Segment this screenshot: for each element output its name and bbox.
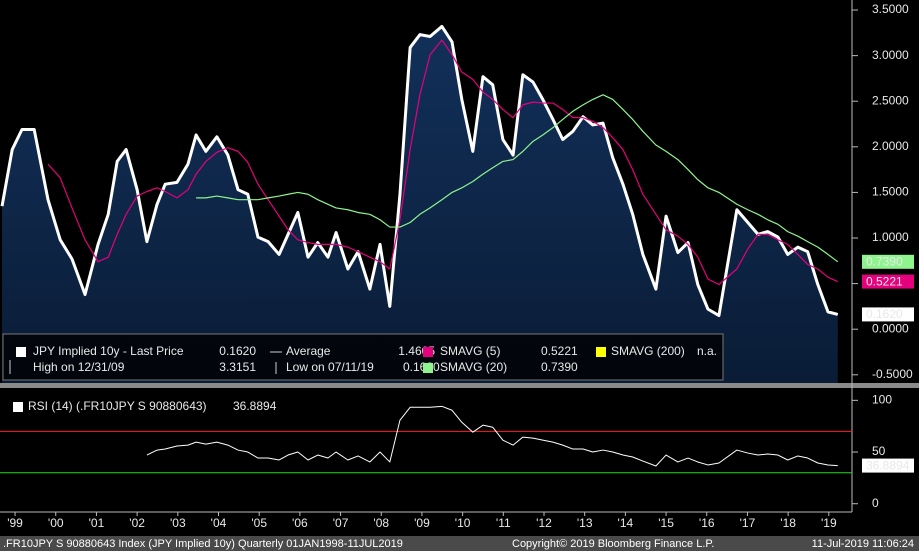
y-tick-label: 1.0000 xyxy=(872,230,909,244)
legend-label: SMAVG (5) xyxy=(440,344,500,358)
y-tick-label: 3.5000 xyxy=(872,2,909,16)
last-value-label: 0.7390 xyxy=(866,254,903,268)
panel-separator xyxy=(0,383,919,388)
last-value-label: 0.1620 xyxy=(866,307,903,321)
y-tick-label: 0 xyxy=(872,496,879,510)
footer: .FR10JPY S 90880643 Index (JPY Implied 1… xyxy=(0,536,919,551)
legend-value: 36.8894 xyxy=(233,399,277,413)
footer-bar xyxy=(0,536,919,551)
area xyxy=(2,26,838,383)
x-tick-label: '13 xyxy=(577,516,593,530)
x-tick-label: '16 xyxy=(699,516,715,530)
y-tick-label: 50 xyxy=(872,444,886,458)
last-value-tag xyxy=(862,307,914,322)
x-tick-label: '10 xyxy=(455,516,471,530)
footer-right: 11-Jul-2019 11:06:24 xyxy=(812,538,914,550)
legend-value: 0.7390 xyxy=(541,360,578,374)
legend-label: JPY Implied 10y - Last Price xyxy=(33,344,184,358)
y-tick-label: 2.0000 xyxy=(872,139,909,153)
x-tick-label: '08 xyxy=(373,516,389,530)
legend-value: 0.5221 xyxy=(541,344,578,358)
x-tick-label: '03 xyxy=(170,516,186,530)
legend-label: SMAVG (20) xyxy=(440,360,507,374)
y-tick-label: 1.5000 xyxy=(872,185,909,199)
x-tick-label: '12 xyxy=(536,516,552,530)
x-tick-label: '04 xyxy=(211,516,227,530)
legend-swatch xyxy=(16,347,26,357)
series-line xyxy=(47,39,839,286)
x-tick-label: '00 xyxy=(48,516,64,530)
footer-center: Copyright© 2019 Bloomberg Finance L.P. xyxy=(512,538,714,550)
series-line xyxy=(0,24,839,318)
legend-value: 0.1620 xyxy=(403,360,440,374)
y-tick-label: -0.5000 xyxy=(872,367,913,381)
x-tick-label: '99 xyxy=(7,516,23,530)
y-tick-label: 100 xyxy=(872,393,892,407)
series-line xyxy=(146,405,838,467)
legend-value: 3.3151 xyxy=(219,360,256,374)
x-tick-label: '01 xyxy=(89,516,105,530)
legend-label: Low on 07/11/19 xyxy=(286,360,374,374)
x-tick-label: '06 xyxy=(292,516,308,530)
last-value-tag xyxy=(862,254,914,269)
legend-swatch xyxy=(423,347,433,357)
x-tick-label: '19 xyxy=(821,516,837,530)
x-tick-label: '18 xyxy=(780,516,796,530)
legend-swatch xyxy=(423,363,433,373)
legend-label: Average xyxy=(286,344,331,358)
legend-label: RSI (14) (.FR10JPY S 90880643) xyxy=(28,399,207,413)
y-tick-label: 3.0000 xyxy=(872,48,909,62)
last-value-tag xyxy=(862,458,914,473)
last-value-label: 36.8894 xyxy=(866,458,910,472)
legend-label: SMAVG (200) xyxy=(611,344,685,358)
x-tick-label: '14 xyxy=(618,516,634,530)
x-tick-label: '07 xyxy=(333,516,349,530)
legend-swatch xyxy=(13,402,23,412)
footer-left: .FR10JPY S 90880643 Index (JPY Implied 1… xyxy=(3,538,403,550)
y-tick-label: 0.0000 xyxy=(872,321,909,335)
legend-swatch xyxy=(596,347,606,357)
x-tick-label: '09 xyxy=(414,516,430,530)
x-tick-label: '02 xyxy=(129,516,145,530)
x-tick-label: '11 xyxy=(496,516,511,530)
plot-layer: 3.50003.00002.50002.00001.50001.00000.50… xyxy=(0,2,914,530)
last-value-tag xyxy=(862,274,914,289)
y-tick-label: 2.5000 xyxy=(872,93,909,107)
legend-value: n.a. xyxy=(697,344,717,358)
last-value-label: 0.5221 xyxy=(866,274,903,288)
legend: JPY Implied 10y - Last Price 0.1620 High o… xyxy=(2,333,724,381)
x-tick-label: '05 xyxy=(251,516,267,530)
legend-label: High on 12/31/09 xyxy=(33,360,125,374)
legend-value: 0.1620 xyxy=(219,344,256,358)
series-line xyxy=(196,94,839,263)
x-tick-label: '15 xyxy=(658,516,674,530)
x-tick-label: '17 xyxy=(740,516,756,530)
